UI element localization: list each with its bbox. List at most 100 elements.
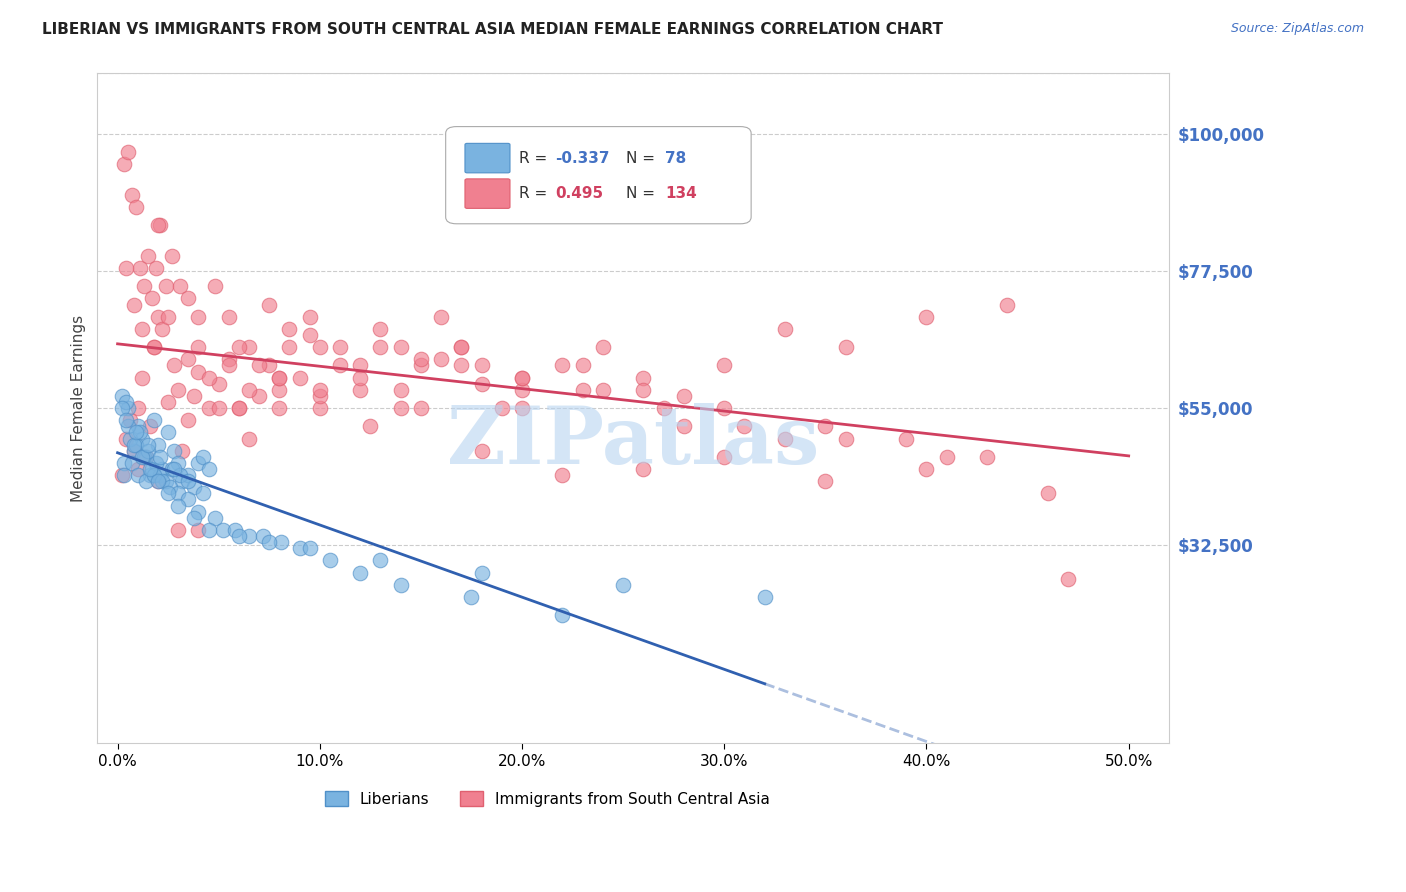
Point — [122, 437, 145, 451]
Point — [187, 310, 209, 324]
Point — [177, 474, 200, 488]
Point — [125, 200, 148, 214]
Point — [228, 401, 250, 416]
Text: R =: R = — [519, 186, 547, 201]
Point — [131, 432, 153, 446]
Point — [177, 468, 200, 483]
Point — [187, 523, 209, 537]
Point — [460, 590, 482, 604]
Point — [155, 474, 177, 488]
Point — [145, 260, 167, 275]
Point — [308, 383, 330, 397]
FancyBboxPatch shape — [465, 144, 510, 173]
Point — [298, 328, 321, 343]
Point — [146, 474, 169, 488]
Y-axis label: Median Female Earnings: Median Female Earnings — [72, 315, 86, 501]
Point — [409, 352, 432, 367]
Point — [389, 383, 412, 397]
Point — [592, 340, 614, 354]
Point — [218, 310, 240, 324]
Point — [218, 352, 240, 367]
Point — [278, 340, 301, 354]
Point — [915, 310, 938, 324]
Point — [204, 279, 226, 293]
Point — [389, 578, 412, 592]
Point — [208, 376, 231, 391]
Point — [551, 468, 574, 483]
Point — [349, 566, 371, 580]
Point — [125, 437, 148, 451]
Point — [278, 322, 301, 336]
Point — [995, 297, 1018, 311]
Point — [136, 443, 159, 458]
Point — [169, 279, 191, 293]
Point — [139, 419, 162, 434]
Point — [834, 432, 856, 446]
Point — [114, 432, 136, 446]
Point — [143, 340, 166, 354]
Point — [191, 486, 214, 500]
Point — [112, 157, 135, 171]
Point — [149, 468, 172, 483]
Point — [117, 401, 139, 416]
Point — [150, 462, 173, 476]
Point — [409, 359, 432, 373]
Point — [191, 450, 214, 464]
Point — [257, 297, 280, 311]
Point — [471, 443, 494, 458]
Point — [167, 456, 190, 470]
Point — [121, 456, 143, 470]
Point — [773, 322, 796, 336]
Point — [269, 370, 291, 384]
Point — [197, 401, 219, 416]
Point — [118, 432, 141, 446]
Point — [269, 401, 291, 416]
Point — [450, 340, 472, 354]
Point — [208, 401, 231, 416]
Text: N =: N = — [626, 186, 655, 201]
Point — [149, 219, 172, 233]
Point — [269, 383, 291, 397]
Point — [349, 370, 371, 384]
Point — [733, 419, 755, 434]
Point — [359, 419, 381, 434]
Point — [172, 443, 194, 458]
Point — [238, 340, 260, 354]
Point — [110, 401, 132, 416]
Point — [349, 383, 371, 397]
Point — [135, 450, 157, 464]
Point — [177, 492, 200, 507]
Point — [136, 249, 159, 263]
Point — [112, 456, 135, 470]
Point — [167, 499, 190, 513]
Point — [430, 352, 453, 367]
Point — [252, 529, 274, 543]
Point — [713, 450, 735, 464]
Point — [118, 413, 141, 427]
Point — [110, 389, 132, 403]
Text: LIBERIAN VS IMMIGRANTS FROM SOUTH CENTRAL ASIA MEDIAN FEMALE EARNINGS CORRELATIO: LIBERIAN VS IMMIGRANTS FROM SOUTH CENTRA… — [42, 22, 943, 37]
Point — [167, 383, 190, 397]
Point — [409, 401, 432, 416]
Point — [131, 322, 153, 336]
Point — [211, 523, 233, 537]
Point — [157, 425, 180, 440]
Point — [389, 340, 412, 354]
Point — [633, 462, 655, 476]
Point — [224, 523, 246, 537]
Point — [915, 462, 938, 476]
Point — [269, 370, 291, 384]
Text: N =: N = — [626, 151, 655, 166]
Point — [146, 474, 169, 488]
Point — [571, 359, 593, 373]
Text: -0.337: -0.337 — [555, 151, 609, 166]
Point — [114, 260, 136, 275]
Point — [160, 249, 183, 263]
Point — [238, 529, 260, 543]
Point — [571, 383, 593, 397]
Point — [132, 279, 155, 293]
Point — [896, 432, 918, 446]
Point — [551, 359, 574, 373]
Point — [1057, 572, 1080, 586]
Point — [247, 389, 270, 403]
